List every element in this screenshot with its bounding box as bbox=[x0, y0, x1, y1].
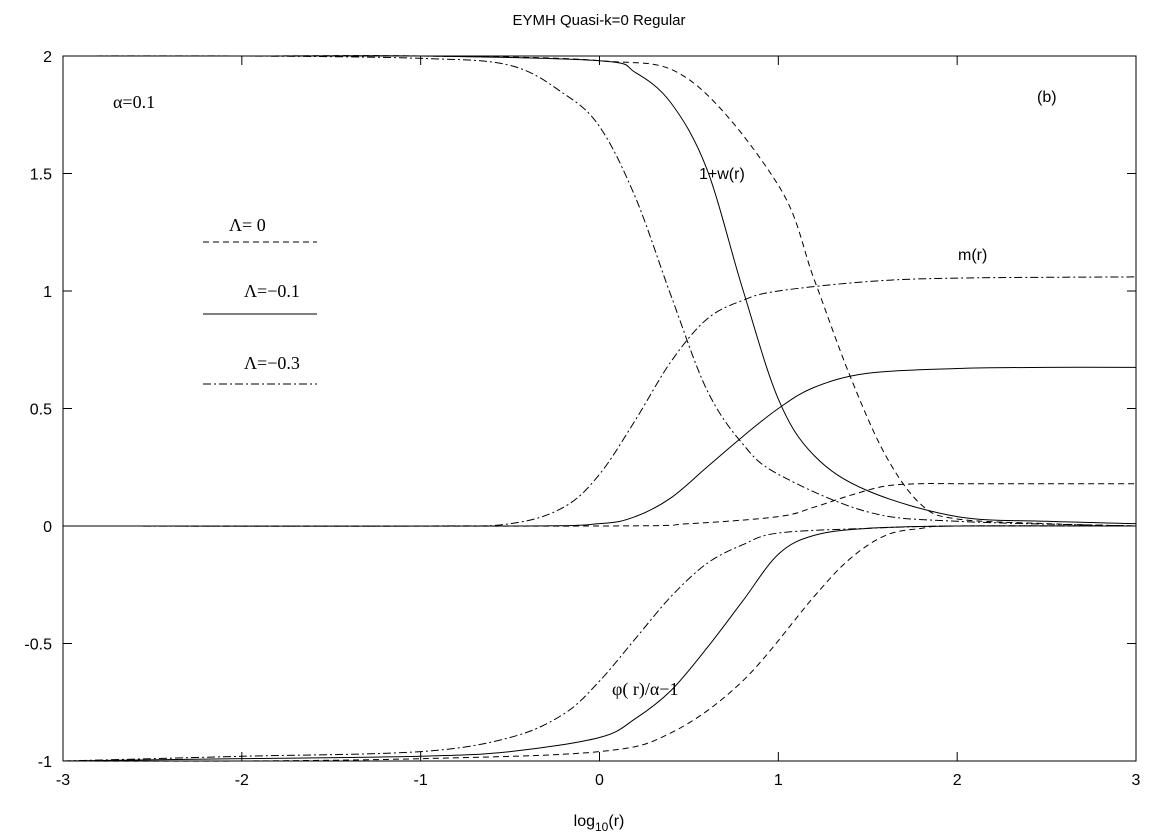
y-tick-label: 2 bbox=[43, 49, 52, 66]
w-curve-label: 1+w(r) bbox=[699, 166, 745, 183]
y-tick-label: -1 bbox=[38, 754, 52, 771]
series-line-8 bbox=[62, 525, 1137, 762]
series-layer bbox=[62, 55, 1137, 762]
x-tick-label: -3 bbox=[56, 772, 70, 789]
y-tick-label: 1.5 bbox=[30, 167, 52, 184]
series-line-3 bbox=[62, 483, 1136, 527]
x-axis-label-sub: 10 bbox=[595, 820, 609, 834]
x-tick-label: 0 bbox=[595, 772, 604, 789]
plot-frame bbox=[62, 55, 1137, 762]
legend-label: Λ= 0 bbox=[229, 215, 266, 235]
panel-label: (b) bbox=[1037, 89, 1057, 106]
x-tick-label: -2 bbox=[235, 772, 249, 789]
legend: Λ= 0 Λ=−0.1 Λ=−0.3 bbox=[203, 215, 317, 385]
phi-curve-label: φ( r)/α−1 bbox=[612, 679, 678, 700]
series-line-0 bbox=[63, 55, 1137, 527]
series-line-5 bbox=[62, 276, 1137, 527]
x-axis-label-main: log bbox=[574, 813, 595, 830]
chart-title: EYMH Quasi-k=0 Regular bbox=[513, 12, 686, 29]
series-line-7 bbox=[62, 525, 1137, 762]
y-tick-label: 0.5 bbox=[30, 402, 52, 419]
y-tick-label: -0.5 bbox=[24, 637, 52, 654]
alpha-annotation: α=0.1 bbox=[113, 92, 155, 112]
series-line-1 bbox=[63, 55, 1137, 525]
y-tick-label: 0 bbox=[43, 519, 52, 536]
series-line-2 bbox=[62, 55, 1137, 527]
legend-label: Λ=−0.3 bbox=[244, 353, 300, 373]
m-curve-label: m(r) bbox=[958, 247, 987, 264]
axis-ticks: -3 -2 -1 0 1 2 3 -1 -0.5 0 0.5 1 1.5 2 bbox=[24, 49, 1140, 789]
series-line-4 bbox=[62, 366, 1137, 527]
legend-label: Λ=−0.1 bbox=[244, 281, 300, 301]
series-line-6 bbox=[62, 525, 1137, 762]
x-tick-label: 2 bbox=[953, 772, 962, 789]
x-tick-label: 1 bbox=[774, 772, 783, 789]
x-axis-label: log10(r) bbox=[574, 813, 625, 834]
x-tick-label: 3 bbox=[1132, 772, 1141, 789]
y-tick-label: 1 bbox=[43, 284, 52, 301]
x-axis-label-tail: (r) bbox=[608, 813, 624, 830]
x-tick-label: -1 bbox=[414, 772, 428, 789]
